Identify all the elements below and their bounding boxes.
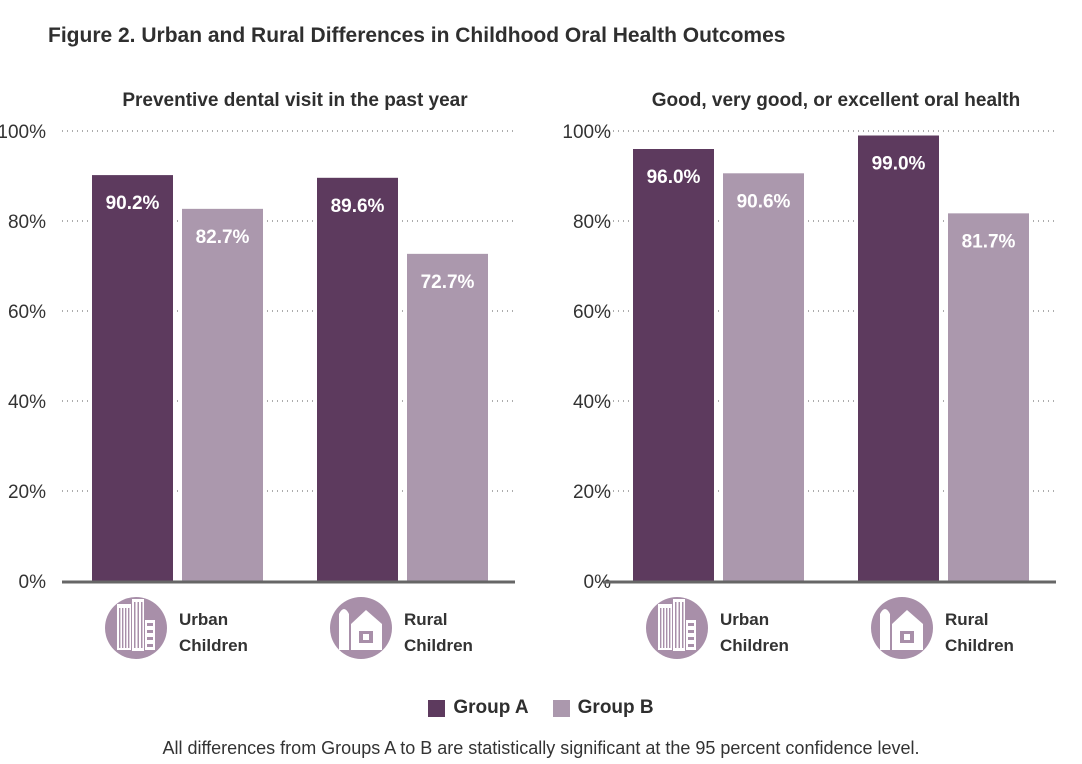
- icon-window: [147, 637, 153, 640]
- icon-stripe: [682, 602, 684, 648]
- chart-preventive-dental-visit: Preventive dental visit in the past year…: [0, 90, 515, 659]
- icon-stripe: [122, 608, 124, 648]
- legend-label-group-b: Group B: [577, 697, 654, 718]
- icon-silo-dome: [880, 609, 890, 614]
- icon-stripe: [663, 608, 665, 648]
- icon-barn-window: [904, 634, 910, 640]
- bar-group-a: [858, 135, 939, 581]
- farm-barn-icon: [871, 597, 933, 659]
- figure-title: Figure 2. Urban and Rural Differences in…: [48, 24, 786, 47]
- legend: Group A Group B: [0, 697, 1082, 719]
- icon-stripe: [141, 602, 143, 648]
- y-tick-label: 0%: [19, 572, 47, 593]
- y-tick-label: 100%: [562, 122, 611, 143]
- icon-window: [147, 630, 153, 633]
- category-label: Children: [945, 636, 1014, 655]
- y-tick-label: 60%: [8, 302, 46, 323]
- chart-title: Good, very good, or excellent oral healt…: [652, 90, 1020, 111]
- icon-silo: [339, 614, 349, 650]
- icon-silo: [880, 614, 890, 650]
- y-tick-label: 0%: [584, 572, 612, 593]
- icon-stripe: [660, 608, 662, 648]
- icon-silo-dome: [339, 609, 349, 614]
- icon-stripe: [669, 608, 671, 648]
- category-label: Children: [720, 636, 789, 655]
- data-label: 89.6%: [331, 196, 385, 217]
- category-label: Rural: [945, 610, 988, 629]
- bar-group-b: [948, 213, 1029, 581]
- icon-stripe: [119, 608, 121, 648]
- data-label: 72.7%: [421, 272, 475, 293]
- icon-stripe: [675, 602, 677, 648]
- bar-group-a: [317, 177, 398, 582]
- legend-label-group-a: Group A: [453, 697, 529, 718]
- y-tick-label: 20%: [8, 482, 46, 503]
- icon-stripe: [128, 608, 130, 648]
- icon-stripe: [137, 602, 139, 648]
- y-tick-label: 40%: [573, 392, 611, 413]
- city-buildings-icon: [646, 597, 708, 659]
- legend-swatch-group-b: [552, 699, 570, 717]
- data-label: 81.7%: [962, 231, 1016, 252]
- icon-stripe: [125, 608, 127, 648]
- icon-stripe: [678, 602, 680, 648]
- icon-barn: [351, 610, 382, 650]
- data-label: 90.6%: [737, 191, 791, 212]
- category-label: Urban: [720, 610, 769, 629]
- data-label: 96.0%: [647, 167, 701, 188]
- icon-building: [117, 604, 131, 650]
- icon-building: [686, 620, 696, 650]
- icon-window: [688, 623, 694, 626]
- data-label: 82.7%: [196, 227, 250, 248]
- icon-window: [147, 623, 153, 626]
- y-tick-label: 60%: [573, 302, 611, 323]
- bar-group-b: [182, 208, 263, 581]
- y-tick-label: 80%: [573, 212, 611, 233]
- data-label: 99.0%: [872, 154, 926, 175]
- bar-group-b: [723, 173, 804, 582]
- icon-window: [688, 637, 694, 640]
- chart-title: Preventive dental visit in the past year: [122, 90, 468, 111]
- footnote: All differences from Groups A to B are s…: [162, 738, 920, 758]
- farm-barn-icon: [330, 597, 392, 659]
- category-label: Children: [179, 636, 248, 655]
- y-tick-label: 100%: [0, 122, 46, 143]
- bar-group-a: [92, 175, 173, 581]
- chart-oral-health-status: Good, very good, or excellent oral healt…: [562, 90, 1056, 659]
- bar-group-b: [407, 253, 488, 581]
- icon-building: [145, 620, 155, 650]
- y-tick-label: 40%: [8, 392, 46, 413]
- legend-item-group-b: Group B: [552, 697, 654, 719]
- icon-window: [688, 630, 694, 633]
- icon-barn-window: [363, 634, 369, 640]
- icon-stripe: [666, 608, 668, 648]
- city-buildings-icon: [105, 597, 167, 659]
- category-label: Children: [404, 636, 473, 655]
- icon-window: [688, 644, 694, 647]
- icon-building: [658, 604, 672, 650]
- y-tick-label: 80%: [8, 212, 46, 233]
- category-label: Rural: [404, 610, 447, 629]
- data-label: 90.2%: [106, 193, 160, 214]
- icon-stripe: [134, 602, 136, 648]
- category-label: Urban: [179, 610, 228, 629]
- legend-swatch-group-a: [428, 699, 446, 717]
- icon-barn: [892, 610, 923, 650]
- icon-window: [147, 644, 153, 647]
- legend-item-group-a: Group A: [428, 697, 529, 719]
- y-tick-label: 20%: [573, 482, 611, 503]
- bar-group-a: [633, 149, 714, 581]
